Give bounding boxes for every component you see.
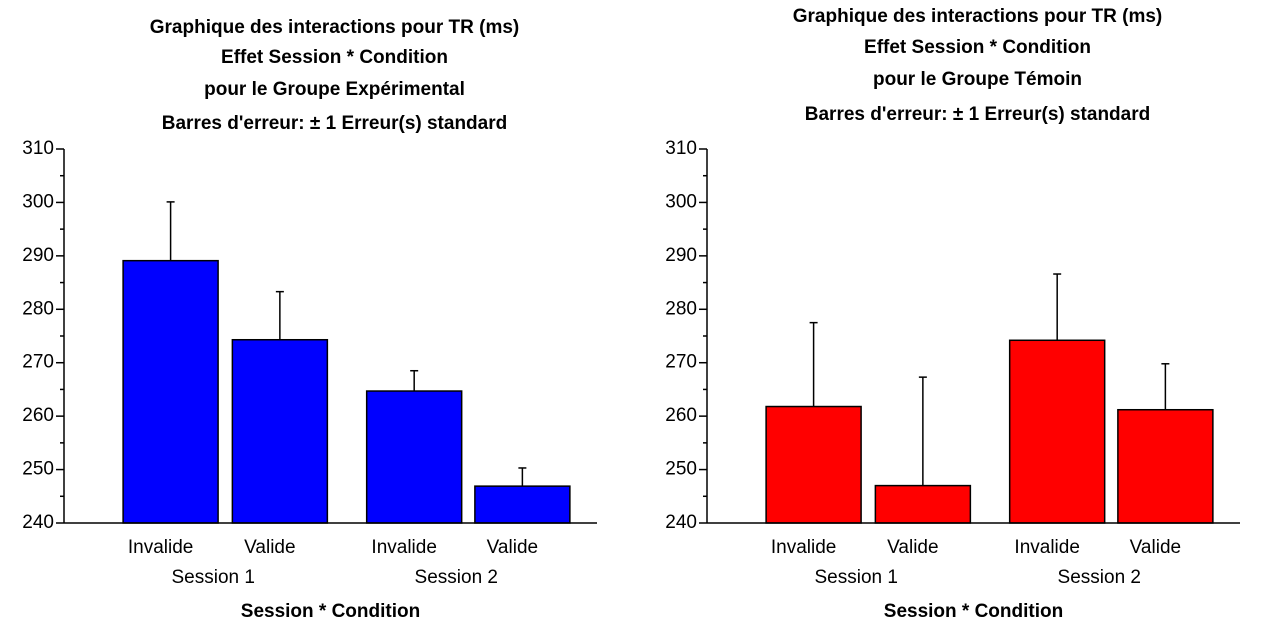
group-label: Session 1 <box>172 567 255 588</box>
y-tick-label: 250 <box>665 459 697 480</box>
x-tick-label: Valide <box>887 537 938 558</box>
y-tick-label: 290 <box>665 245 697 266</box>
chart-title: Effet Session * Condition <box>864 37 1091 58</box>
chart-title: pour le Groupe Témoin <box>873 69 1082 90</box>
bar <box>231 338 329 524</box>
y-tick-label: 300 <box>22 191 54 212</box>
bar <box>474 485 571 524</box>
x-tick-label: Invalide <box>771 537 837 558</box>
y-tick-label: 250 <box>22 459 54 480</box>
chart-title: Barres d'erreur: ± 1 Erreur(s) standard <box>805 104 1150 125</box>
y-tick-label: 290 <box>22 245 54 266</box>
x-tick-label: Invalide <box>371 537 437 558</box>
y-tick-label: 270 <box>22 352 54 373</box>
x-tick-label: Valide <box>487 537 538 558</box>
bar <box>1008 339 1106 524</box>
y-tick-label: 310 <box>665 138 697 159</box>
x-tick-label: Invalide <box>1014 537 1080 558</box>
y-tick-label: 260 <box>22 405 54 426</box>
group-label: Session 1 <box>815 567 898 588</box>
chart-title: pour le Groupe Expérimental <box>204 79 465 100</box>
bar <box>1117 408 1214 524</box>
y-tick-label: 260 <box>665 405 697 426</box>
y-tick-label: 280 <box>665 298 697 319</box>
chart-title: Effet Session * Condition <box>221 47 448 68</box>
x-tick-label: Invalide <box>128 537 194 558</box>
y-tick-label: 270 <box>665 352 697 373</box>
y-tick-label: 300 <box>665 191 697 212</box>
chart-title: Barres d'erreur: ± 1 Erreur(s) standard <box>162 113 507 134</box>
chart-title: Graphique des interactions pour TR (ms) <box>150 17 520 38</box>
y-tick-label: 240 <box>22 512 54 533</box>
x-axis-title: Session * Condition <box>884 601 1063 622</box>
bar <box>874 484 972 524</box>
group-label: Session 2 <box>415 567 498 588</box>
y-tick-label: 280 <box>22 298 54 319</box>
bar <box>365 390 463 524</box>
group-label: Session 2 <box>1058 567 1141 588</box>
bar <box>122 259 219 524</box>
y-tick-label: 310 <box>22 138 54 159</box>
bar <box>765 405 862 524</box>
x-tick-label: Valide <box>244 537 295 558</box>
chart-title: Graphique des interactions pour TR (ms) <box>793 6 1163 27</box>
x-axis-title: Session * Condition <box>241 601 420 622</box>
y-tick-label: 240 <box>665 512 697 533</box>
x-tick-label: Valide <box>1130 537 1181 558</box>
